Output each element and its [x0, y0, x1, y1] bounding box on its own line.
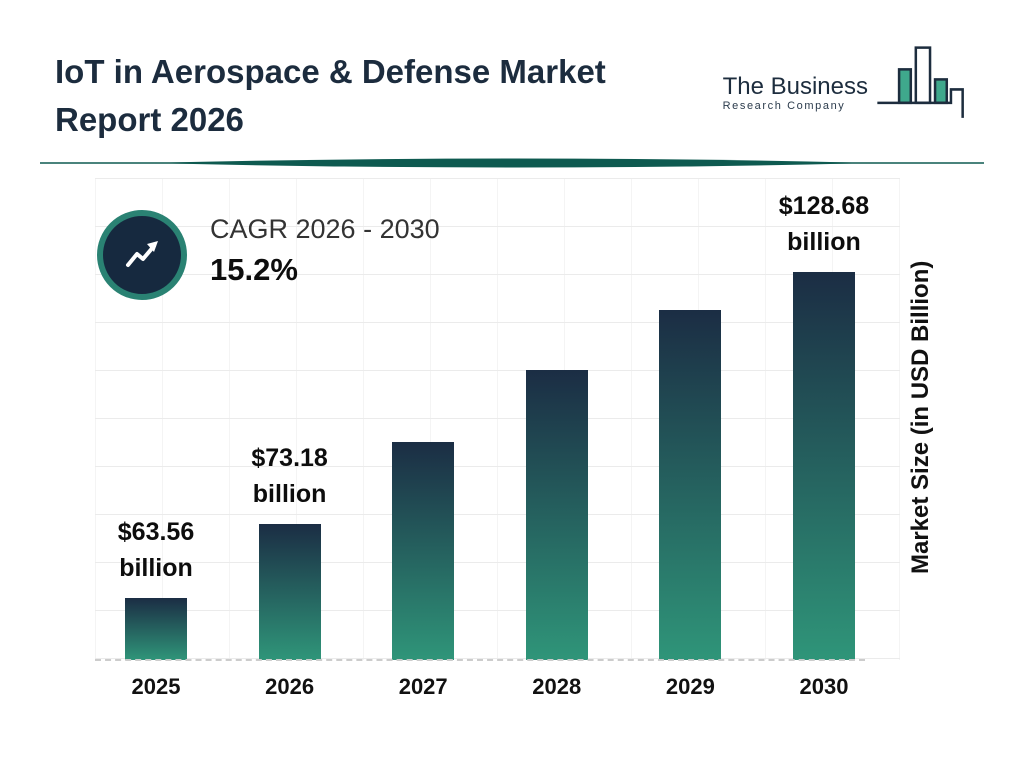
- bar-2026: [258, 524, 321, 660]
- bar-2027: [392, 442, 455, 660]
- cagr-badge: [97, 210, 187, 300]
- x-axis-label-2029: 2029: [665, 674, 715, 699]
- page-title-line2: Report 2026: [55, 101, 244, 138]
- x-axis-label-2027: 2027: [398, 674, 448, 699]
- trend-up-arrow-icon: [126, 241, 158, 267]
- bar-value-label-2026: $73.18 billion: [251, 444, 328, 508]
- bar-value-label-2025: $63.56 billion: [117, 518, 195, 582]
- logo-name: The Business: [722, 73, 868, 100]
- divider-line: [40, 158, 984, 168]
- bar-column-2028: [496, 178, 618, 660]
- x-axis-label-2030: 2030: [799, 674, 849, 699]
- x-axis-label-2026: 2026: [265, 674, 315, 699]
- bar-value-label-2030: $128.68 billion: [778, 192, 870, 256]
- cagr-value: 15.2%: [210, 252, 298, 287]
- bar-column-2027: [362, 178, 484, 660]
- page-title: IoT in Aerospace & Defense Market Report…: [55, 48, 606, 144]
- bars-container: $63.56 billion $73.18 billion $128.68 billion: [95, 178, 885, 660]
- logo-subtitle: Research Company: [722, 100, 846, 112]
- page-title-line1: IoT in Aerospace & Defense Market: [55, 53, 606, 90]
- x-axis-label-2025: 2025: [131, 674, 181, 699]
- x-axis-baseline: [95, 659, 865, 661]
- bar-chart-logo-icon: [877, 46, 964, 118]
- y-axis-title: Market Size (in USD Billion): [907, 260, 934, 575]
- company-logo-text: The Business Research Company: [722, 73, 868, 113]
- bar-2030: [792, 272, 855, 660]
- chart-plot-area: [95, 178, 900, 660]
- bar-2029: [659, 310, 722, 660]
- bar-column-2030: $128.68 billion: [763, 178, 885, 660]
- bar-column-2025: $63.56 billion: [95, 178, 217, 660]
- x-axis-label-2028: 2028: [532, 674, 582, 699]
- bar-column-2026: $73.18 billion: [229, 178, 351, 660]
- cagr-period-label: CAGR 2026 - 2030: [210, 214, 440, 244]
- bar-2028: [525, 370, 588, 660]
- bar-column-2029: [629, 178, 751, 660]
- x-axis-labels: 2025 2026 2027 2028 2029 2030: [95, 674, 885, 700]
- company-logo: The Business Research Company: [723, 40, 966, 128]
- bar-2025: [125, 598, 187, 660]
